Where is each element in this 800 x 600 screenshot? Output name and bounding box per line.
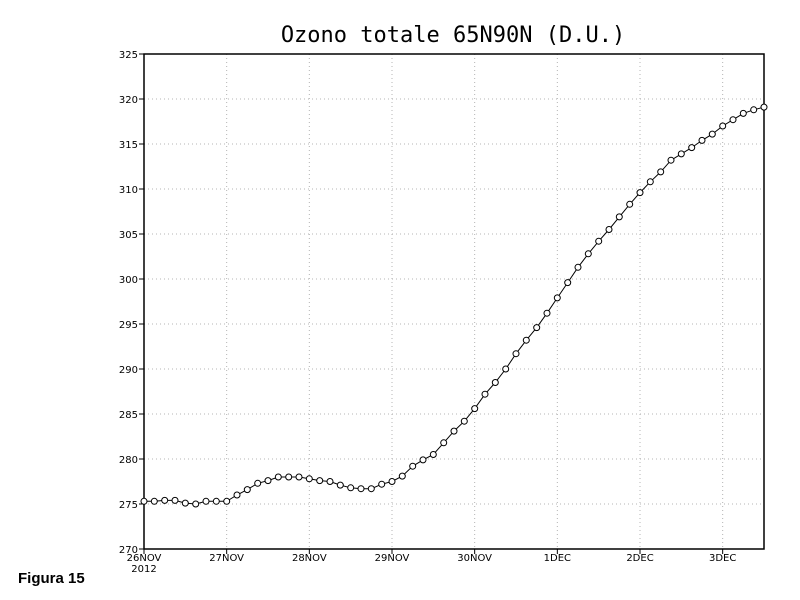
data-point xyxy=(739,109,747,117)
data-point xyxy=(657,168,665,176)
y-tick-label: 325 xyxy=(119,50,138,61)
data-point xyxy=(584,250,592,258)
data-point xyxy=(161,496,169,504)
data-point xyxy=(140,497,148,505)
data-point xyxy=(212,497,220,505)
data-point xyxy=(264,477,272,485)
data-point xyxy=(636,189,644,197)
grid-lines xyxy=(144,54,764,549)
x-tick-label: 29NOV xyxy=(375,553,410,564)
data-point xyxy=(305,475,313,483)
data-point xyxy=(750,106,758,114)
data-point xyxy=(708,130,716,138)
data-point xyxy=(285,473,293,481)
data-point xyxy=(150,497,158,505)
x-tick-label: 3DEC xyxy=(709,553,736,564)
data-point xyxy=(181,499,189,507)
data-point xyxy=(171,496,179,504)
data-point xyxy=(729,116,737,124)
y-tick-label: 275 xyxy=(119,500,138,511)
data-point xyxy=(677,150,685,158)
y-tick-label: 270 xyxy=(119,545,138,556)
data-point xyxy=(388,478,396,485)
data-point xyxy=(274,473,282,481)
data-point xyxy=(522,336,530,344)
data-point xyxy=(347,484,355,492)
x-tick-label: 30NOV xyxy=(457,553,492,564)
data-point xyxy=(553,294,561,302)
data-point xyxy=(543,309,551,317)
data-point xyxy=(254,479,262,487)
series-line xyxy=(144,106,765,505)
data-point xyxy=(336,481,344,489)
data-point xyxy=(202,497,210,505)
data-point xyxy=(378,480,386,488)
data-point xyxy=(419,456,427,464)
data-point xyxy=(595,237,603,245)
data-point xyxy=(502,365,510,373)
data-point xyxy=(357,485,365,493)
data-point xyxy=(564,279,572,287)
data-point xyxy=(326,478,334,485)
data-point xyxy=(450,427,458,435)
data-point xyxy=(491,379,499,386)
x-tick-label: 26NOV xyxy=(127,553,162,564)
x-tick-label: 28NOV xyxy=(292,553,327,564)
y-tick-label: 285 xyxy=(119,410,138,421)
y-tick-label: 280 xyxy=(119,455,138,466)
data-point xyxy=(646,178,654,186)
data-point xyxy=(192,500,200,508)
data-point xyxy=(295,473,303,481)
x-tick-label: 2DEC xyxy=(626,553,653,564)
y-tick-label: 315 xyxy=(119,140,138,151)
data-point xyxy=(409,462,417,470)
chart-title: Ozono totale 65N90N (D.U.) xyxy=(281,23,625,48)
y-tick-label: 300 xyxy=(119,275,138,286)
data-point xyxy=(440,439,448,447)
data-point xyxy=(429,451,437,458)
data-point xyxy=(398,472,406,480)
data-point xyxy=(667,156,675,164)
data-point xyxy=(471,405,479,413)
y-tick-label: 320 xyxy=(119,95,138,106)
data-point xyxy=(605,226,613,233)
data-point xyxy=(460,417,468,425)
data-point xyxy=(533,324,541,332)
y-tick-label: 290 xyxy=(119,365,138,376)
data-point xyxy=(243,486,251,494)
x-tick-label: 27NOV xyxy=(209,553,244,564)
x-tick-label: 1DEC xyxy=(544,553,571,564)
y-tick-label: 310 xyxy=(119,185,138,196)
data-point xyxy=(233,491,241,499)
figure-caption: Figura 15 xyxy=(18,570,85,587)
data-point xyxy=(615,213,623,221)
data-point xyxy=(223,497,231,505)
y-tick-label: 305 xyxy=(119,230,138,241)
data-point xyxy=(760,103,768,111)
y-tick-label: 295 xyxy=(119,320,138,331)
plot-area-frame xyxy=(143,53,765,550)
data-point xyxy=(626,200,634,208)
data-point xyxy=(719,122,727,130)
data-point xyxy=(574,263,582,271)
data-point xyxy=(698,136,706,144)
x-tick-sublabel: 2012 xyxy=(131,564,156,575)
series-ozone xyxy=(140,103,768,508)
data-point xyxy=(316,477,324,485)
data-point xyxy=(512,350,520,358)
data-point xyxy=(367,485,375,493)
y-axis-ticks: 270 275 280 285 290 295 300 305 310 315 320 325 xyxy=(119,50,144,556)
data-point xyxy=(481,390,489,398)
data-point xyxy=(688,144,696,152)
